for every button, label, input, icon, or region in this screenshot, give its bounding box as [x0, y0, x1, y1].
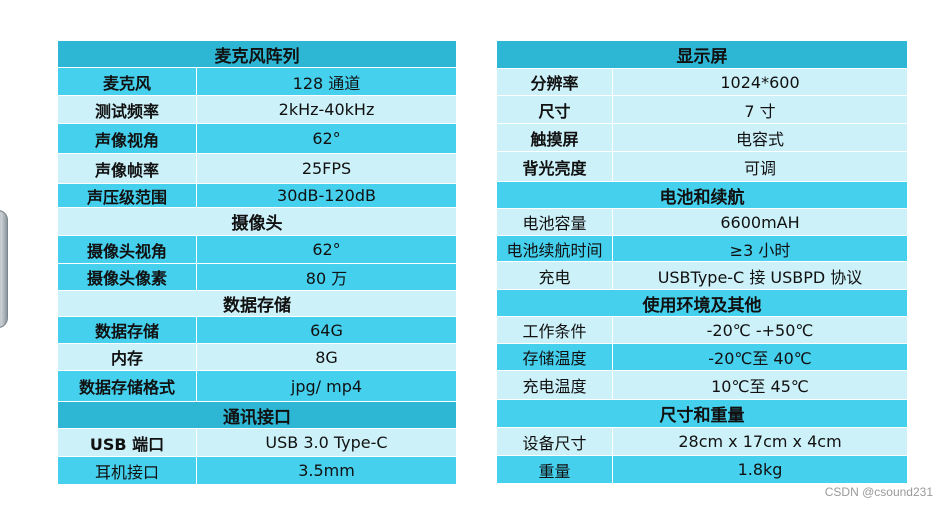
- row-value: USBType-C 接 USBPD 协议: [657, 267, 863, 287]
- row-value: 电容式: [735, 129, 784, 149]
- section-header: 使用环境及其他: [497, 290, 907, 317]
- section-header: 电池和续航: [497, 182, 907, 209]
- row-label: 工作条件: [497, 317, 613, 343]
- table-row: 分辨率 1024*600: [497, 69, 907, 96]
- section-header: 摄像头: [58, 208, 456, 236]
- row-value: 62°: [312, 129, 341, 148]
- row-value: 128 通道: [292, 73, 361, 93]
- row-label: 耳机接口: [58, 457, 197, 484]
- section-title: 使用环境及其他: [642, 295, 762, 316]
- table-row: 声像视角 62°: [58, 124, 456, 154]
- table-row: 声像帧率 25FPS: [58, 154, 456, 184]
- row-value: 3.5mm: [298, 461, 355, 480]
- section-header: 通讯接口: [58, 402, 456, 429]
- row-label: 分辨率: [497, 69, 613, 95]
- table-row: 存储温度 -20℃至 40℃: [497, 344, 907, 371]
- section-title: 数据存储: [223, 296, 291, 316]
- table-row: 重量 1.8kg: [497, 456, 907, 483]
- row-label: 麦克风: [58, 68, 197, 95]
- section-title: 电池和续航: [659, 187, 745, 208]
- row-label: 声像视角: [58, 124, 197, 153]
- table-row: 声压级范围 30dB-120dB: [58, 184, 456, 208]
- table-row: 充电温度 10℃至 45℃: [497, 371, 907, 400]
- row-value: 80 万: [305, 269, 348, 288]
- row-value: 1.8kg: [737, 460, 783, 479]
- row-label: 电池续航时间: [497, 236, 613, 261]
- row-value: 6600mAH: [720, 212, 800, 232]
- row-label: 数据存储: [58, 317, 197, 343]
- row-label: 数据存储格式: [58, 371, 197, 401]
- row-value: USB 3.0 Type-C: [265, 433, 388, 452]
- row-label: 触摸屏: [497, 124, 613, 151]
- table-row: 麦克风 128 通道: [58, 68, 456, 96]
- row-value: 8G: [315, 347, 338, 367]
- row-value: 64G: [310, 320, 343, 340]
- table-row: USB 端口 USB 3.0 Type-C: [58, 429, 456, 457]
- row-label: 设备尺寸: [497, 428, 613, 455]
- table-row: 背光亮度 可调: [497, 152, 907, 182]
- row-label: 测试频率: [58, 96, 197, 123]
- row-label: 电池容量: [497, 209, 613, 235]
- section-title: 显示屏: [676, 47, 728, 67]
- table-row: 耳机接口 3.5mm: [58, 457, 456, 484]
- row-label: 充电温度: [497, 371, 613, 399]
- section-header: 显示屏: [497, 41, 907, 69]
- row-value: 28cm x 17cm x 4cm: [678, 432, 842, 451]
- table-row: 测试频率 2kHz-40kHz: [58, 96, 456, 124]
- row-value: jpg/ mp4: [290, 376, 363, 396]
- row-value: -20℃至 40℃: [708, 349, 812, 368]
- section-header: 数据存储: [58, 291, 456, 317]
- row-label: 重量: [497, 456, 613, 483]
- table-row: 内存 8G: [58, 344, 456, 371]
- row-value: 2kHz-40kHz: [278, 100, 375, 119]
- row-value: 10℃至 45℃: [711, 377, 809, 396]
- row-label: 摄像头像素: [58, 264, 197, 290]
- row-value: ≥3 小时: [729, 240, 791, 260]
- row-value: 62°: [312, 240, 341, 259]
- section-title: 摄像头: [231, 214, 283, 234]
- row-label: USB 端口: [58, 429, 197, 456]
- table-row: 电池续航时间 ≥3 小时: [497, 236, 907, 262]
- table-row: 触摸屏 电容式: [497, 124, 907, 152]
- row-label: 摄像头视角: [58, 236, 197, 263]
- table-row: 设备尺寸 28cm x 17cm x 4cm: [497, 428, 907, 456]
- table-row: 尺寸 7 寸: [497, 96, 907, 124]
- row-label: 声压级范围: [58, 184, 197, 207]
- spec-table-right: 显示屏 分辨率 1024*600 尺寸 7 寸 触摸屏 电容式 背光亮度 可调 …: [497, 41, 907, 483]
- spec-table-left: 麦克风阵列 麦克风 128 通道 测试频率 2kHz-40kHz 声像视角 62…: [58, 41, 456, 484]
- table-row: 摄像头视角 62°: [58, 236, 456, 264]
- row-label: 声像帧率: [58, 154, 197, 183]
- section-header: 麦克风阵列: [58, 41, 456, 68]
- row-label: 充电: [497, 262, 613, 289]
- table-row: 数据存储格式 jpg/ mp4: [58, 371, 456, 402]
- watermark-text: CSDN @csound231: [824, 485, 933, 499]
- table-row: 工作条件 -20℃ -+50℃: [497, 317, 907, 344]
- device-edge-decoration: [0, 210, 8, 328]
- row-value: 30dB-120dB: [277, 186, 376, 205]
- row-label: 背光亮度: [497, 152, 613, 181]
- section-title: 尺寸和重量: [659, 406, 745, 426]
- row-value: 1024*600: [720, 72, 800, 92]
- table-row: 电池容量 6600mAH: [497, 209, 907, 236]
- row-label: 内存: [58, 344, 197, 370]
- row-value: 7 寸: [744, 101, 776, 121]
- row-value: 可调: [743, 158, 776, 178]
- section-header: 尺寸和重量: [497, 400, 907, 428]
- table-row: 数据存储 64G: [58, 317, 456, 344]
- table-row: 充电 USBType-C 接 USBPD 协议: [497, 262, 907, 290]
- row-value: 25FPS: [301, 159, 352, 178]
- row-label: 存储温度: [497, 344, 613, 370]
- row-value: -20℃ -+50℃: [706, 320, 814, 340]
- table-row: 摄像头像素 80 万: [58, 264, 456, 291]
- section-title: 麦克风阵列: [214, 46, 300, 67]
- section-title: 通讯接口: [223, 407, 291, 428]
- row-label: 尺寸: [497, 96, 613, 123]
